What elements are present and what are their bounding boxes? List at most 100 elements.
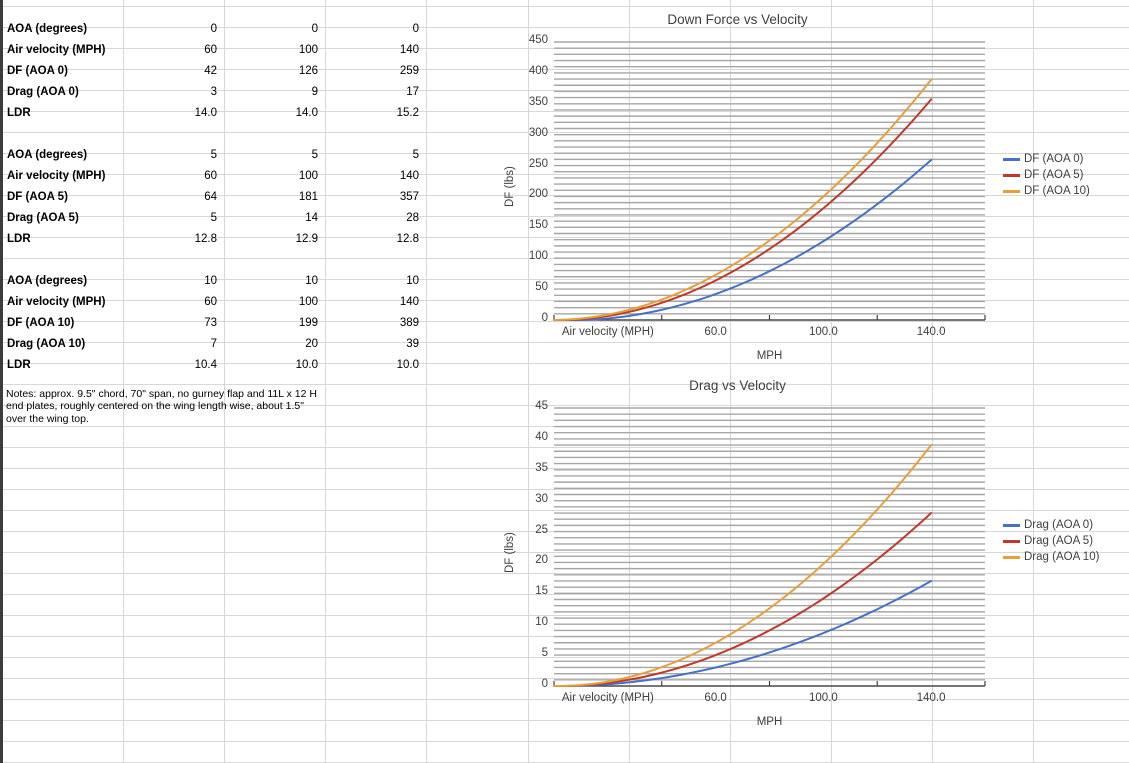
drag-chart-xtick-0: Air velocity (MPH)	[561, 692, 654, 704]
down-force-chart-legend[interactable]: DF (AOA 0) DF (AOA 5) DF (AOA 10)	[1003, 151, 1090, 199]
table-row-label: Drag (AOA 5)	[7, 212, 79, 224]
table-cell-value: 140	[399, 170, 419, 182]
table-row-label: Air velocity (MPH)	[7, 296, 106, 308]
table-cell-value: 60	[204, 44, 217, 56]
chart-down-force-vs-velocity[interactable]: Down Force vs Velocity 0 50 100 150 200 250 300…	[490, 8, 1129, 378]
table-row-label: Drag (AOA 10)	[7, 338, 86, 350]
table-cell-value: 10.0	[396, 359, 419, 371]
grid-row-line	[0, 678, 1129, 679]
drag-chart-series-1	[553, 512, 933, 687]
table-row[interactable]: DF (AOA 5) 64 181 357	[0, 187, 430, 208]
grid-row-line	[0, 216, 1129, 217]
table-row[interactable]: Drag (AOA 0) 3 9 17	[0, 82, 430, 103]
down-force-chart-ylabel: DF (lbs)	[504, 166, 516, 207]
grid-row-line	[0, 111, 1129, 112]
drag-chart-xlabel: MPH	[756, 716, 783, 728]
grid-column-line-9	[1033, 0, 1034, 763]
drag-chart-ytick-1: 5	[541, 647, 548, 660]
table-cell-value: 7	[210, 338, 217, 350]
table-row[interactable]: AOA (degrees) 0 0 0	[0, 19, 430, 40]
table-cell-value: 12.9	[295, 233, 318, 245]
drag-chart-legend[interactable]: Drag (AOA 0) Drag (AOA 5) Drag (AOA 10)	[1003, 517, 1099, 565]
table-row[interactable]: Drag (AOA 10) 7 20 39	[0, 334, 430, 355]
down-force-chart-xtick-2: 100.0	[808, 326, 838, 338]
down-force-chart-legend-item[interactable]: DF (AOA 5)	[1003, 167, 1090, 183]
grid-row-line	[0, 384, 1129, 385]
grid-column-line-2	[325, 0, 326, 763]
grid-row-line	[0, 69, 1129, 70]
drag-chart-legend-item[interactable]: Drag (AOA 0)	[1003, 517, 1099, 533]
table-row[interactable]: LDR 12.8 12.9 12.8	[0, 229, 430, 250]
table-cell-value: 5	[311, 149, 318, 161]
table-row[interactable]: LDR 10.4 10.0 10.0	[0, 355, 430, 376]
table-row-label: LDR	[7, 107, 31, 119]
down-force-chart-ytick-3: 150	[528, 219, 548, 232]
down-force-chart-xtick-1: 60.0	[704, 326, 727, 338]
grid-column-line-3	[426, 0, 427, 763]
row-header-strip	[0, 0, 3, 763]
table-cell-value: 39	[406, 338, 419, 350]
table-cell-value: 64	[204, 191, 217, 203]
down-force-chart-ytick-5: 250	[528, 157, 548, 170]
grid-row-line	[0, 657, 1129, 658]
table-cell-value: 389	[399, 317, 419, 329]
table-row[interactable]: LDR 14.0 14.0 15.2	[0, 103, 430, 124]
drag-chart-ytick-8: 40	[535, 430, 548, 443]
table-cell-value: 73	[204, 317, 217, 329]
grid-row-line	[0, 237, 1129, 238]
table-cell-value: 14	[305, 212, 318, 224]
grid-row-line	[0, 363, 1129, 364]
drag-chart-ytick-5: 25	[535, 523, 548, 536]
grid-row-line	[0, 552, 1129, 553]
grid-column-line-8	[932, 0, 933, 763]
table-row-label: Air velocity (MPH)	[7, 44, 106, 56]
table-row[interactable]: Air velocity (MPH) 60 100 140	[0, 292, 430, 313]
table-row[interactable]: Drag (AOA 5) 5 14 28	[0, 208, 430, 229]
drag-chart-title: Drag vs Velocity	[689, 378, 786, 393]
table-cell-value: 10.4	[194, 359, 217, 371]
grid-row-line	[0, 405, 1129, 406]
down-force-chart-ytick-2: 100	[528, 250, 548, 263]
legend-swatch-icon	[1003, 189, 1020, 193]
grid-column-line-1	[224, 0, 225, 763]
table-row[interactable]: DF (AOA 10) 73 199 389	[0, 313, 430, 334]
drag-chart-xtick-1: 60.0	[704, 692, 727, 704]
grid-row-line	[0, 468, 1129, 469]
legend-swatch-icon	[1003, 555, 1020, 559]
drag-chart-ytick-6: 30	[535, 492, 548, 505]
grid-row-line	[0, 321, 1129, 322]
table-cell-value: 126	[298, 65, 318, 77]
table-row-label: Air velocity (MPH)	[7, 170, 106, 182]
table-cell-value: 10	[406, 275, 419, 287]
table-row[interactable]: Air velocity (MPH) 60 100 140	[0, 166, 430, 187]
down-force-chart-legend-item[interactable]: DF (AOA 10)	[1003, 183, 1090, 199]
table-cell-value: 199	[298, 317, 318, 329]
down-force-chart-xlabel: MPH	[756, 350, 783, 362]
table-row[interactable]: AOA (degrees) 10 10 10	[0, 271, 430, 292]
table-row-label: DF (AOA 10)	[7, 317, 75, 329]
table-row[interactable]: AOA (degrees) 5 5 5	[0, 145, 430, 166]
table-row[interactable]: Air velocity (MPH) 60 100 140	[0, 40, 430, 61]
grid-row-line	[0, 594, 1129, 595]
table-cell-value: 14.0	[295, 107, 318, 119]
grid-row-line	[0, 720, 1129, 721]
drag-chart-legend-label: Drag (AOA 0)	[1024, 519, 1094, 531]
down-force-chart-legend-item[interactable]: DF (AOA 0)	[1003, 151, 1090, 167]
grid-row-line	[0, 447, 1129, 448]
drag-chart-ylabel: DF (lbs)	[504, 532, 516, 573]
down-force-chart-xtick-3: 140.0	[916, 326, 946, 338]
table-cell-value: 0	[210, 23, 217, 35]
grid-row-line	[0, 132, 1129, 133]
chart-drag-vs-velocity[interactable]: Drag vs Velocity 0 5 10 15 20 25 30 35 40 45 DF (lb…	[490, 374, 1129, 744]
grid-column-line-7	[831, 0, 832, 763]
table-row-label: LDR	[7, 233, 31, 245]
drag-chart-legend-item[interactable]: Drag (AOA 10)	[1003, 549, 1099, 565]
down-force-chart-plot	[553, 41, 986, 321]
drag-chart-legend-item[interactable]: Drag (AOA 5)	[1003, 533, 1099, 549]
table-row[interactable]: DF (AOA 0) 42 126 259	[0, 61, 430, 82]
grid-row-line	[0, 27, 1129, 28]
grid-column-line-6	[730, 0, 731, 763]
grid-row-line	[0, 615, 1129, 616]
legend-swatch-icon	[1003, 173, 1020, 177]
table-cell-value: 5	[412, 149, 419, 161]
